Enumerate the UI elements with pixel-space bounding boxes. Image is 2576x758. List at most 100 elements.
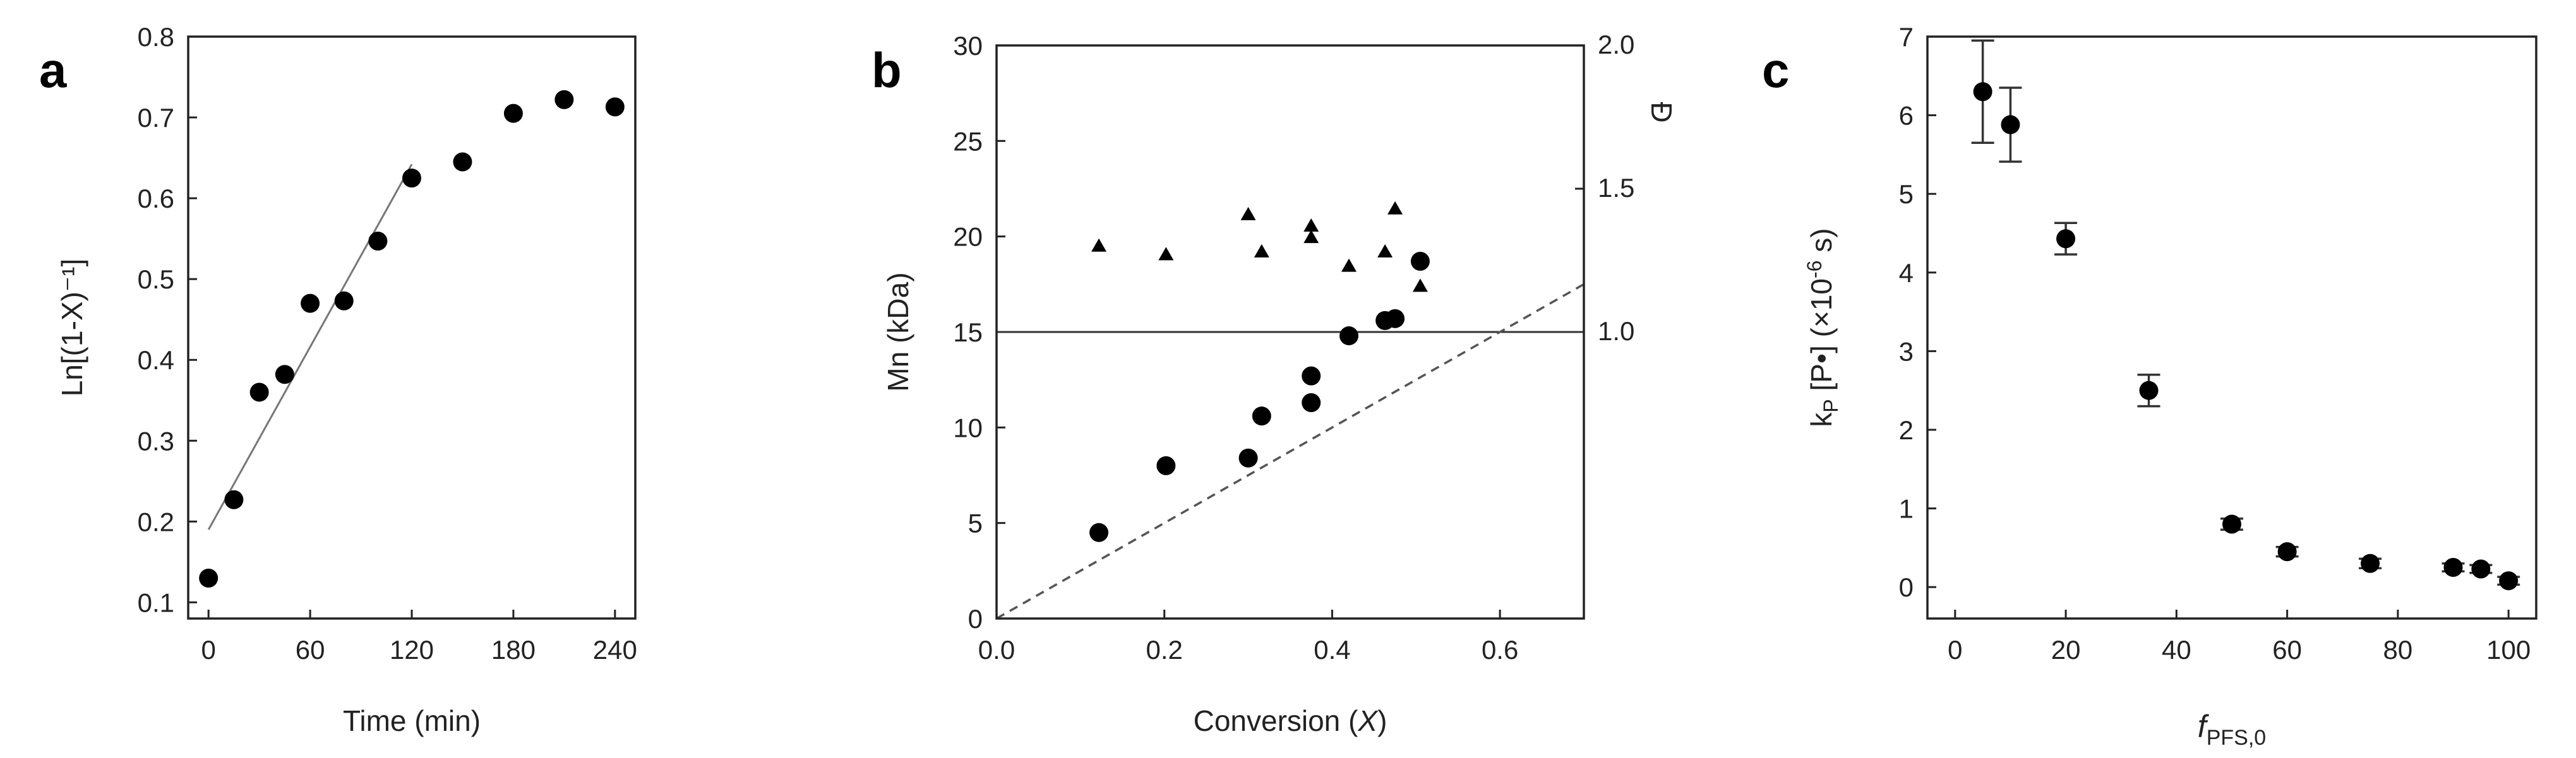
data-point [2443,558,2463,577]
data-point [503,104,523,123]
mn-point [1339,326,1358,346]
data-point [368,231,388,251]
dispersity-point [1091,238,1107,252]
y-tick-label: 20 [953,222,983,252]
x-tick-label: 0 [201,635,216,665]
data-marks-c [1971,39,2520,591]
x-tick-label: 0.4 [1314,635,1350,665]
y-tick-label: 6 [1899,101,1914,131]
y-tick-label: 0.4 [138,345,174,375]
dispersity-point [1341,258,1357,272]
panel-letter-b: b [872,42,902,98]
dispersity-point [1412,278,1428,292]
y-tick-label: 7 [1899,22,1914,52]
x-tick-label: 0.6 [1482,635,1518,665]
dispersity-point [1303,230,1319,244]
data-point [2222,514,2241,534]
data-marks-b [996,201,1585,620]
data-point [2277,542,2297,562]
mn-point [1302,393,1321,412]
y-tick-label: 0.8 [138,22,174,52]
x-tick-label: 240 [593,635,637,665]
data-point [2001,115,2020,134]
y-tick-label: 5 [1899,179,1914,209]
dispersity-point [1377,244,1393,258]
y-tick-label: 2 [1899,415,1914,445]
data-point [2056,229,2076,249]
mn-point [1089,523,1109,542]
y-tick-label: 0.7 [138,103,174,133]
dispersity-point [1240,206,1256,220]
data-point [249,382,269,402]
y-tick-label: 10 [953,413,983,442]
x-axis-title-b-text: Conversion ( [1194,704,1358,737]
y-tick-label: 0.5 [138,264,174,294]
x-tick-label: 60 [2272,635,2302,665]
x-axis-title-c-sub: PFS,0 [2207,726,2266,750]
x-tick-label: 0 [1948,635,1962,665]
x-axis-title-b-var: X [1357,704,1379,737]
data-point [275,365,294,384]
x-tick-label: 120 [390,635,434,665]
mn-point [1302,366,1321,386]
data-point [334,291,354,311]
x-axis-title-b-close: ) [1377,704,1387,737]
x-tick-label: 80 [2383,635,2413,665]
y-axis-title-b: Mn (kDa) [882,272,914,391]
y-tick-label: 0.1 [138,588,174,617]
data-marks-a [199,90,625,588]
y-tick-label: 0.3 [138,426,174,456]
y-axis-title-c-k: k [1805,412,1838,427]
dispersity-point [1387,201,1403,215]
data-point [453,152,472,172]
mn-point [1410,252,1430,271]
x-tick-labels-b: 0.0 0.2 0.4 0.6 [978,610,1518,665]
plot-frame-b [995,44,1585,620]
y-axis-title-c-post: s) [1805,228,1838,260]
mn-point [1252,406,1271,426]
panel-a: a 0 60 120 180 240 0.10.20.30.40.50.60.70.8 … [39,22,637,737]
data-point [199,568,219,588]
x-tick-label: 40 [2162,635,2191,665]
y-axis-title-c-sup: -6 [1803,261,1826,278]
plot-frame-c [1926,35,2537,620]
x-tick-label: 180 [491,635,536,665]
fit-line [207,163,413,530]
x-axis-title-b: Conversion (X) [1194,704,1387,737]
x-axis-title-a: Time (min) [343,704,481,737]
y-tick-label: 1 [1899,494,1914,524]
y2-tick-label: 1.0 [1598,316,1634,346]
x-tick-label: 0.2 [1146,635,1183,665]
data-point [2499,571,2519,591]
y-tick-label: 30 [953,31,983,61]
mn-point [1156,456,1176,475]
y-tick-label: 0.6 [138,184,174,213]
y-tick-label: 3 [1899,336,1914,366]
dispersity-point [1254,244,1269,258]
panel-letter-a: a [39,42,67,98]
x-tick-label: 20 [2051,635,2081,665]
dispersity-point [1303,218,1319,232]
y2-axis-title-b: Ð [1645,102,1678,122]
x-tick-labels-a: 0 60 120 180 240 [201,610,637,665]
x-tick-labels-c: 0 20 40 60 80 100 [1948,610,2531,665]
y2-tick-label: 2.0 [1598,30,1634,59]
y-axis-title-a: Ln[(1-X)⁻¹] [56,259,88,397]
data-point [2139,381,2159,400]
y2-tick-labels-b: 1.0 1.5 2.0 [1575,30,1634,346]
x-tick-label: 60 [296,635,325,665]
dispersity-point [1158,247,1174,261]
y-tick-label: 4 [1899,258,1914,288]
y-tick-label: 5 [968,509,983,538]
panel-letter-c: c [1762,42,1789,98]
y-axis-title-c-sub: P [1819,399,1842,412]
y-tick-labels-a: 0.1 0.2 0.3 0.4 0.5 0.6 0.7 0.8 [138,22,197,617]
y-tick-label: 25 [953,126,983,156]
y-tick-label: 0 [968,604,983,634]
data-point [605,97,625,117]
data-point [554,90,574,109]
panel-b: b 0.0 0.2 0.4 0.6 0 5 10 15 20 25 30 1.0 1.5 2.0 Co… [872,30,1678,737]
y-tick-labels-b: 0 5 10 15 20 25 30 [953,31,1005,634]
data-point [2471,559,2491,579]
